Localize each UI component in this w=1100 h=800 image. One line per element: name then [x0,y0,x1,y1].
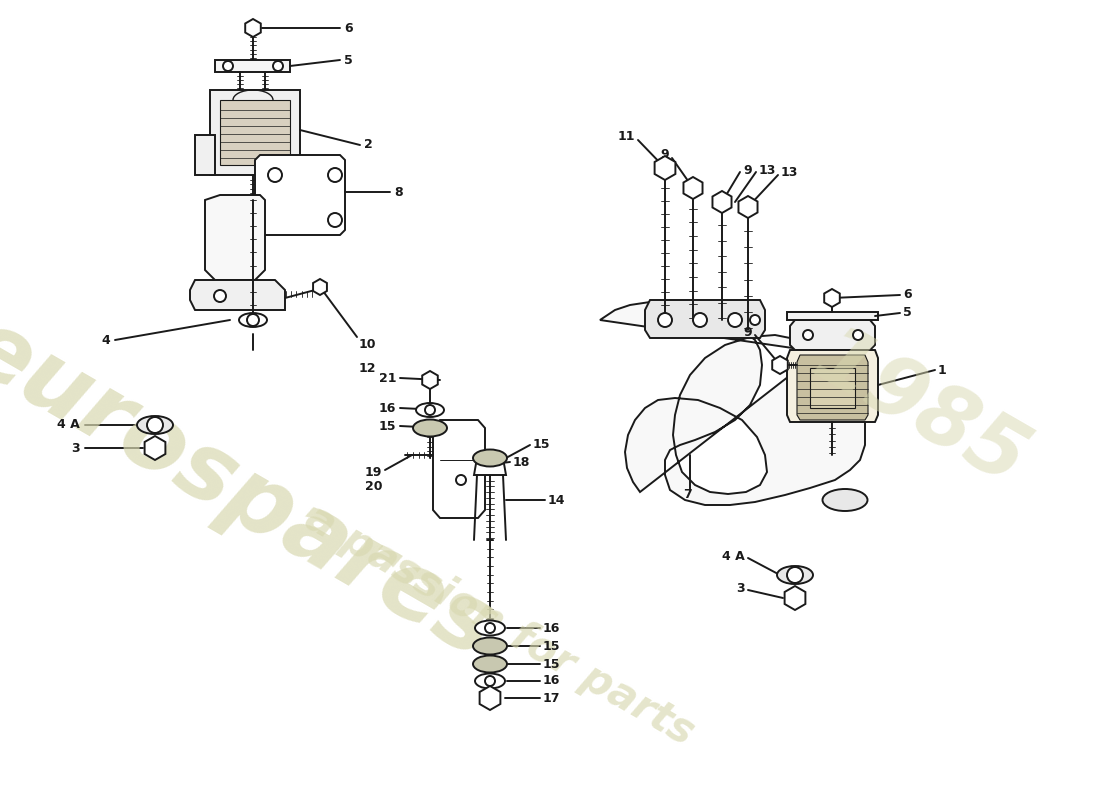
Polygon shape [738,196,758,218]
Ellipse shape [473,450,507,466]
Circle shape [328,213,342,227]
Text: 9: 9 [744,326,752,338]
Polygon shape [786,350,878,422]
Polygon shape [480,686,501,710]
Text: 16: 16 [543,622,560,634]
Text: 15: 15 [378,419,396,433]
Polygon shape [255,155,345,235]
Ellipse shape [823,489,868,511]
Polygon shape [798,355,868,420]
Polygon shape [144,436,165,460]
Circle shape [268,168,282,182]
Circle shape [803,330,813,340]
Circle shape [693,313,707,327]
Text: 15: 15 [543,639,561,653]
Polygon shape [645,300,764,338]
Polygon shape [772,356,788,374]
Text: 20: 20 [364,479,382,493]
Text: 13: 13 [781,166,799,179]
Text: 5: 5 [903,306,912,319]
Text: 14: 14 [548,494,565,506]
Text: 21: 21 [378,371,396,385]
Polygon shape [786,312,878,320]
Ellipse shape [475,674,505,689]
Text: 4 A: 4 A [723,550,745,562]
Polygon shape [220,100,290,165]
Ellipse shape [777,566,813,584]
Text: 15: 15 [543,658,561,670]
Polygon shape [683,177,703,199]
Text: 9: 9 [742,163,751,177]
Text: 13: 13 [759,163,777,177]
Text: 17: 17 [543,691,561,705]
Polygon shape [600,302,865,505]
Ellipse shape [416,403,444,417]
Text: 5: 5 [344,54,353,66]
Text: 19: 19 [364,466,382,478]
Circle shape [750,315,760,325]
Polygon shape [190,280,285,310]
Text: 11: 11 [617,130,635,143]
Polygon shape [433,420,485,518]
Text: eurospares: eurospares [0,301,512,679]
Text: 16: 16 [543,674,560,687]
Text: 2: 2 [364,138,373,151]
Text: 3: 3 [72,442,80,454]
Text: 10: 10 [359,338,376,351]
Polygon shape [474,458,506,475]
Polygon shape [245,19,261,37]
Text: 1: 1 [938,363,947,377]
Circle shape [273,61,283,71]
Text: 12: 12 [359,362,376,374]
Polygon shape [654,156,675,180]
Ellipse shape [475,621,505,635]
Text: 7: 7 [683,489,692,502]
Ellipse shape [239,313,267,327]
Text: 18: 18 [513,455,530,469]
Circle shape [485,676,495,686]
Polygon shape [314,279,327,295]
Polygon shape [214,60,290,72]
Text: a passion for parts: a passion for parts [298,496,702,754]
Circle shape [147,417,163,433]
Text: 4: 4 [101,334,110,346]
Circle shape [485,623,495,633]
Text: 9: 9 [660,149,669,162]
Circle shape [214,290,225,302]
Circle shape [328,168,342,182]
Polygon shape [784,586,805,610]
Circle shape [248,314,258,326]
Ellipse shape [138,416,173,434]
Text: 1985: 1985 [800,317,1041,503]
Circle shape [728,313,743,327]
Polygon shape [195,135,214,175]
Polygon shape [810,368,855,408]
Polygon shape [422,371,438,389]
Polygon shape [205,195,265,280]
Polygon shape [824,289,839,307]
Polygon shape [790,320,874,350]
Ellipse shape [473,655,507,673]
Ellipse shape [473,638,507,654]
Text: 16: 16 [378,402,396,414]
Circle shape [852,330,864,340]
Circle shape [658,313,672,327]
Ellipse shape [412,419,447,437]
Text: 6: 6 [344,22,353,34]
Text: 4 A: 4 A [57,418,80,431]
Circle shape [456,475,466,485]
Circle shape [786,567,803,583]
Text: 8: 8 [394,186,403,198]
Circle shape [425,405,435,415]
Polygon shape [210,90,300,175]
Polygon shape [713,191,732,213]
Text: 15: 15 [534,438,550,451]
Circle shape [223,61,233,71]
Text: 3: 3 [736,582,745,594]
Text: 6: 6 [903,289,912,302]
